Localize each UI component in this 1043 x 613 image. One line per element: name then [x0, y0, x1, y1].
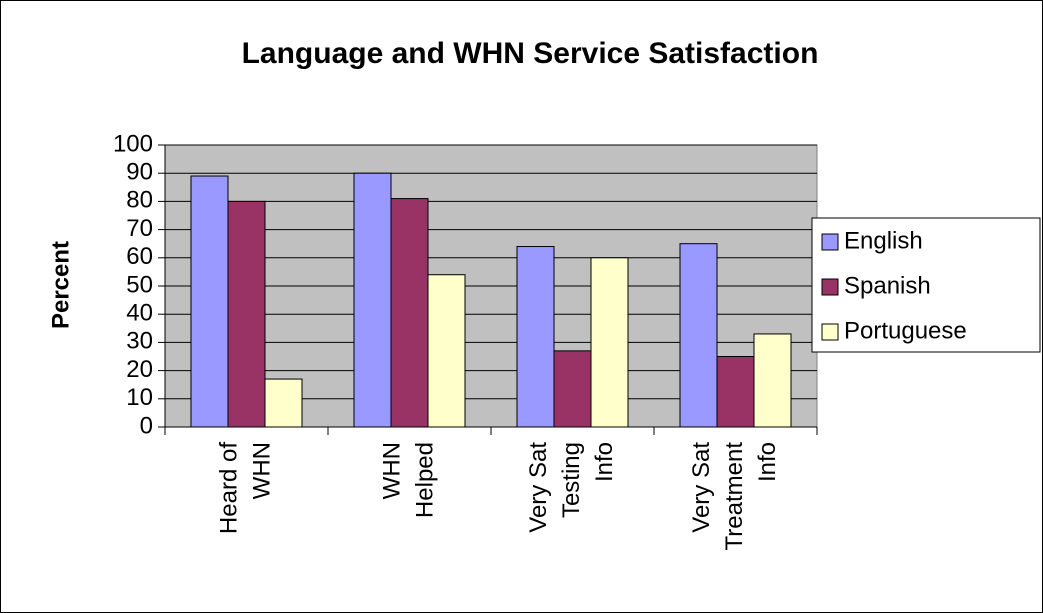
legend-label: Spanish	[844, 272, 931, 299]
legend-swatch	[821, 233, 839, 251]
legend-label: English	[844, 227, 923, 254]
bar	[716, 356, 755, 428]
x-tick-label: Heard of	[215, 442, 242, 534]
y-tick-label: 80	[126, 187, 153, 214]
y-tick-label: 100	[113, 130, 153, 157]
legend-swatch	[821, 278, 839, 296]
x-tick-label: Very Sat	[525, 442, 552, 533]
legend-box	[811, 217, 1041, 353]
legend-label: Portuguese	[844, 317, 967, 344]
bar	[353, 172, 392, 428]
x-tick-label: Info	[591, 442, 618, 482]
y-tick-label: 0	[140, 412, 153, 439]
y-tick-label: 60	[126, 243, 153, 270]
bar	[264, 378, 303, 428]
y-tick-label: 30	[126, 328, 153, 355]
x-tick-label: Treatment	[721, 442, 748, 551]
bar	[516, 246, 555, 428]
y-tick-label: 50	[126, 271, 153, 298]
bar	[427, 274, 466, 428]
x-tick-label: Very Sat	[688, 442, 715, 533]
bar	[390, 198, 429, 428]
y-tick-label: 40	[126, 300, 153, 327]
bar	[679, 243, 718, 428]
y-tick-label: 70	[126, 215, 153, 242]
bar	[753, 333, 792, 428]
bar	[227, 200, 266, 428]
y-tick-label: 90	[126, 159, 153, 186]
chart-title: Language and WHN Service Satisfaction	[242, 37, 819, 70]
legend-swatch	[821, 323, 839, 341]
x-tick-label: Helped	[411, 442, 438, 518]
bar	[190, 175, 229, 428]
bar	[590, 257, 629, 428]
bar	[553, 350, 592, 428]
x-tick-label: WHN	[248, 442, 275, 499]
y-tick-label: 20	[126, 356, 153, 383]
y-axis-label: Percent	[47, 241, 74, 329]
x-tick-label: WHN	[378, 442, 405, 499]
y-tick-label: 10	[126, 384, 153, 411]
x-tick-label: Info	[754, 442, 781, 482]
x-tick-label: Testing	[558, 442, 585, 518]
